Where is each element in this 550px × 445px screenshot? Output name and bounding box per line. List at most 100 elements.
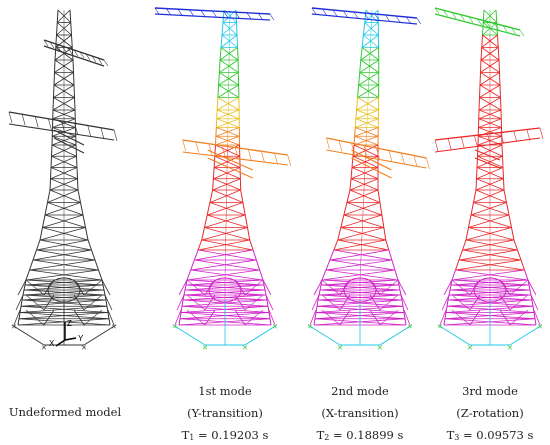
tower-member bbox=[207, 214, 248, 228]
tower-member bbox=[102, 284, 105, 291]
tower-member bbox=[371, 9, 373, 23]
support-marker: ✕ bbox=[507, 344, 513, 352]
tower-member bbox=[369, 47, 371, 61]
tower-member bbox=[318, 289, 321, 296]
tower-member bbox=[87, 239, 92, 251]
tower-member bbox=[207, 202, 244, 216]
mode2-label: 2nd mode bbox=[331, 384, 389, 398]
tower-member bbox=[487, 133, 491, 146]
tower-member bbox=[455, 269, 529, 281]
tower-member bbox=[469, 309, 481, 326]
tower-member bbox=[18, 312, 21, 319]
tower-member bbox=[43, 45, 105, 67]
tower-member bbox=[402, 306, 405, 313]
tower-member bbox=[223, 11, 229, 18]
tower-member bbox=[385, 14, 390, 22]
tower-member bbox=[76, 156, 78, 168]
tower-member bbox=[361, 47, 380, 61]
tower-member bbox=[339, 309, 351, 326]
tower-member bbox=[220, 34, 238, 48]
tower-member bbox=[539, 127, 544, 140]
tower-member bbox=[455, 259, 460, 271]
tower-member bbox=[509, 324, 543, 346]
tower-member bbox=[469, 294, 481, 311]
tower-member bbox=[214, 144, 216, 157]
tower-member bbox=[265, 294, 274, 311]
tower-member bbox=[208, 277, 242, 303]
tower-member bbox=[255, 259, 261, 271]
support-marker: ✕ bbox=[81, 344, 87, 352]
mode3-tower-model: ✕ ✕ ✕ ✕ bbox=[434, 7, 544, 352]
period-symbol: T bbox=[181, 428, 190, 442]
tower-member bbox=[32, 249, 92, 261]
tower-member bbox=[208, 143, 213, 155]
tower-member bbox=[17, 279, 27, 296]
tower-member bbox=[473, 277, 507, 303]
tower-member bbox=[197, 239, 250, 251]
tower-member bbox=[56, 22, 72, 36]
tower-member bbox=[465, 227, 512, 241]
tower-member bbox=[106, 306, 109, 313]
tower-member bbox=[353, 11, 359, 19]
undeformed-tower-model: ✕ ✕ ✕ ✕ bbox=[8, 9, 118, 352]
tower-member bbox=[397, 279, 407, 296]
tower-member bbox=[287, 154, 291, 167]
axis-label-x: X bbox=[49, 339, 55, 348]
support-marker: ✕ bbox=[467, 344, 473, 352]
tower-member bbox=[24, 279, 103, 286]
tower-member bbox=[534, 318, 537, 326]
tower-member bbox=[246, 12, 252, 19]
tower-member bbox=[51, 144, 53, 157]
tower-member bbox=[311, 7, 317, 15]
tower-member bbox=[212, 178, 214, 191]
tower-member bbox=[499, 294, 511, 311]
tower-member bbox=[252, 249, 257, 261]
tower-member bbox=[201, 239, 254, 251]
tower-member bbox=[313, 318, 316, 326]
tower-member bbox=[497, 34, 499, 48]
tower-member bbox=[218, 59, 221, 73]
tower-member bbox=[221, 22, 224, 36]
tower-member bbox=[259, 269, 264, 281]
tower-member bbox=[174, 309, 182, 326]
tower-member bbox=[83, 309, 103, 326]
tower-member bbox=[11, 324, 45, 346]
tower-member bbox=[220, 47, 239, 61]
tower-member bbox=[460, 136, 465, 149]
tower-member bbox=[451, 12, 457, 19]
tower-member bbox=[56, 22, 58, 36]
tower-member bbox=[20, 299, 23, 307]
support-marker: ✕ bbox=[437, 323, 443, 331]
tower-member bbox=[216, 97, 219, 111]
tower-member bbox=[186, 269, 192, 281]
tower-member bbox=[180, 305, 269, 313]
tower-member bbox=[376, 147, 380, 160]
tower-member bbox=[219, 47, 222, 61]
tower-member bbox=[358, 72, 361, 86]
tower-member bbox=[362, 202, 364, 216]
tower-member bbox=[183, 289, 266, 296]
support-marker: ✕ bbox=[242, 344, 248, 352]
tower-member bbox=[355, 109, 358, 119]
tower-member bbox=[368, 72, 370, 86]
tower-member bbox=[73, 49, 79, 57]
tower-member bbox=[349, 189, 381, 203]
tower-member bbox=[19, 305, 108, 313]
tower-member bbox=[451, 309, 471, 326]
tower-member bbox=[470, 214, 512, 228]
tower-member bbox=[474, 135, 478, 147]
period-value: = 0.09573 s bbox=[459, 428, 534, 442]
tower-member bbox=[39, 239, 92, 251]
tower-member bbox=[444, 312, 447, 319]
tower-member bbox=[101, 279, 111, 296]
tower-member bbox=[475, 189, 507, 203]
tower-member bbox=[77, 178, 79, 191]
tower-member bbox=[458, 249, 518, 261]
tower-member bbox=[470, 202, 507, 216]
tower-member bbox=[480, 47, 483, 61]
tower-member bbox=[77, 189, 81, 203]
tower-member bbox=[519, 29, 525, 37]
tower-member bbox=[55, 43, 61, 51]
tower-member bbox=[55, 47, 74, 61]
axis-label-z: Z bbox=[67, 319, 72, 328]
